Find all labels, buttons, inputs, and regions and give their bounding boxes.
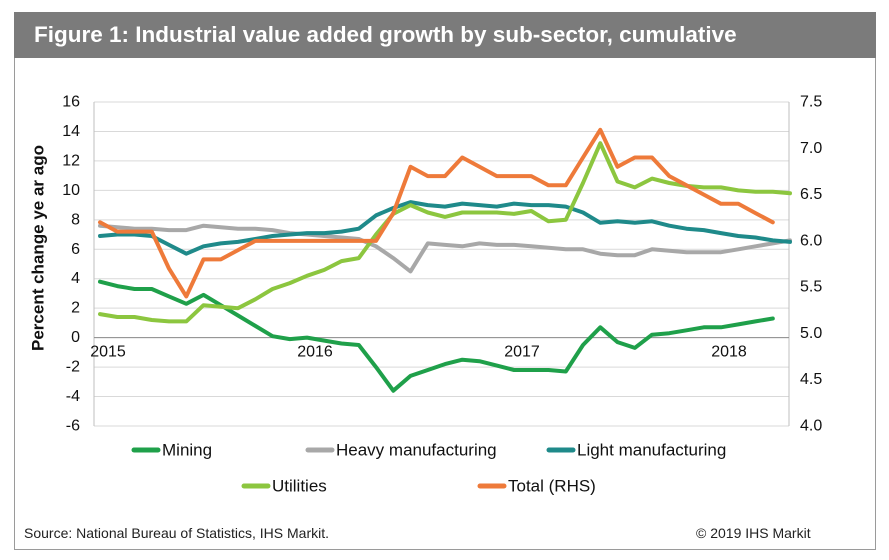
legend-item: Light manufacturing xyxy=(546,441,726,460)
source-note: Source: National Bureau of Statistics, I… xyxy=(24,525,330,541)
legend-item: Utilities xyxy=(241,477,327,496)
y-tick-label: 8 xyxy=(71,211,80,228)
y-tick-label: -2 xyxy=(66,359,80,376)
legend-label: Heavy manufacturing xyxy=(336,441,497,460)
y-tick-label: 6 xyxy=(71,241,80,258)
legend-item: Heavy manufacturing xyxy=(305,441,497,460)
y2-tick-label: 6.0 xyxy=(800,232,822,249)
y2-tick-label: 5.0 xyxy=(800,325,822,342)
legend-label: Light manufacturing xyxy=(577,441,726,460)
y-tick-label: 12 xyxy=(62,152,80,169)
legend-label: Total (RHS) xyxy=(508,477,596,496)
series-lines xyxy=(98,127,792,393)
series-line-utilities xyxy=(98,141,792,324)
chart-title: Figure 1: Industrial value added growth … xyxy=(34,22,737,47)
y2-tick-label: 7.0 xyxy=(800,140,822,157)
y2-tick-label: 5.5 xyxy=(800,279,822,296)
y2-tick-label: 6.5 xyxy=(800,186,822,203)
legend-label: Utilities xyxy=(272,477,327,496)
y-tick-label: 14 xyxy=(62,123,80,140)
series-line-mining xyxy=(98,279,775,393)
y-tick-label: -4 xyxy=(66,388,80,405)
y-tick-label: 0 xyxy=(71,329,80,346)
y-axis-title: Percent change ye ar ago xyxy=(29,145,48,351)
x-axis-ticks: 2015 2016 2017 2018 xyxy=(90,344,747,361)
title-bar: Figure 1: Industrial value added growth … xyxy=(14,12,876,58)
y-tick-label: 4 xyxy=(71,270,80,287)
x-tick-label: 2018 xyxy=(711,344,747,361)
legend-item: Total (RHS) xyxy=(477,477,596,496)
x-tick-label: 2017 xyxy=(504,344,540,361)
x-tick-label: 2015 xyxy=(90,344,126,361)
x-tick-label: 2016 xyxy=(297,344,333,361)
series-line-heavy-manufacturing xyxy=(98,223,792,274)
y2-tick-label: 7.5 xyxy=(800,94,822,111)
legend: Mining Heavy manufacturing Light manufactu… xyxy=(131,441,726,496)
right-axis-ticks: 7.5 7.0 6.5 6.0 5.5 5.0 4.5 4.0 xyxy=(800,94,822,435)
copyright-note: © 2019 IHS Markit xyxy=(696,525,811,541)
left-axis-ticks: 16 14 12 10 8 6 4 2 0 -2 -4 -6 xyxy=(62,94,80,435)
gridlines xyxy=(93,101,790,427)
y2-tick-label: 4.0 xyxy=(800,418,822,435)
series-line-total-rhs xyxy=(98,127,775,299)
y-tick-label: 10 xyxy=(62,182,80,199)
y-tick-label: 16 xyxy=(62,94,80,111)
series-line-light-manufacturing xyxy=(98,200,792,256)
y2-tick-label: 4.5 xyxy=(800,371,822,388)
y-tick-label: -6 xyxy=(66,418,80,435)
y-tick-label: 2 xyxy=(71,300,80,317)
legend-label: Mining xyxy=(162,441,212,460)
legend-item: Mining xyxy=(131,441,212,460)
